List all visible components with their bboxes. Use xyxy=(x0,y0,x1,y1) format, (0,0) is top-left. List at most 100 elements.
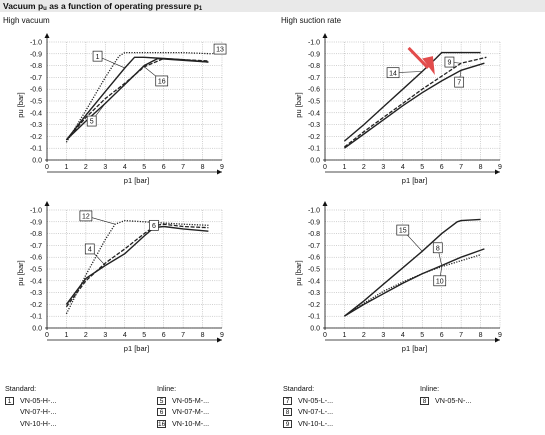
y-tick-label: -0.5 xyxy=(308,99,320,106)
x-tick-label: 9 xyxy=(498,164,502,171)
y-axis-label: pu [bar] xyxy=(16,260,25,285)
callout-label: 16 xyxy=(158,79,166,86)
legend-item: VN-10-H-... xyxy=(5,418,56,430)
x-tick-label: 9 xyxy=(498,332,502,339)
x-label-arrowhead xyxy=(495,169,500,175)
series-line-1 xyxy=(65,56,209,141)
legend-label: VN-10-H-... xyxy=(20,418,57,428)
callout-box xyxy=(155,75,169,87)
y-tick-label: -0.5 xyxy=(30,267,42,274)
title-subscript: u xyxy=(43,6,47,12)
legend-label: VN-10-L-... xyxy=(298,418,334,428)
y-tick-label: -1.0 xyxy=(30,40,42,47)
x-tick-label: 0 xyxy=(323,164,327,171)
legend-label: VN-05-N-... xyxy=(435,395,472,405)
legend-item: 8 VN-05-N-... xyxy=(420,395,471,407)
legend-item: 7 VN-05-L-... xyxy=(283,395,333,407)
callout-box xyxy=(213,43,227,55)
series-line-6 xyxy=(65,223,209,308)
callout-box xyxy=(432,242,443,254)
callout-box xyxy=(149,219,159,231)
legend-label: VN-05-H-... xyxy=(20,395,57,405)
y-tick-label: -0.6 xyxy=(308,255,320,262)
x-tick-label: 6 xyxy=(440,164,444,171)
callout-label: 9 xyxy=(447,60,451,67)
legend-key: 5 xyxy=(157,396,166,405)
highlight-arrow-shaft xyxy=(407,46,430,70)
legend-key: 1 xyxy=(5,396,14,405)
callout-label: 5 xyxy=(90,119,94,126)
legend-item: VN-07-H-... xyxy=(5,407,56,419)
x-tick-label: 9 xyxy=(220,164,224,171)
x-axis-label: p1 [bar] xyxy=(402,344,427,353)
x-tick-label: 3 xyxy=(103,332,107,339)
callout-box xyxy=(454,76,465,88)
y-tick-label: -0.2 xyxy=(30,302,42,309)
x-tick-label: 0 xyxy=(45,332,49,339)
y-axis-arrow xyxy=(322,201,328,206)
y-tick-label: -0.1 xyxy=(30,146,42,153)
x-tick-label: 2 xyxy=(362,332,366,339)
callout-label: 10 xyxy=(436,278,444,285)
series-line-10 xyxy=(344,254,481,317)
x-tick-label: 6 xyxy=(162,164,166,171)
x-tick-label: 2 xyxy=(84,332,88,339)
chart-high-suction-bottom: 0.0 -0.1 -0.2 -0.3 -0.4 -0.5 -0.6 -0.7 -0.8 -0.9 -… xyxy=(294,201,502,353)
y-tick-label: -0.7 xyxy=(30,243,42,250)
series-line-12 xyxy=(65,219,209,315)
legend-item: 16 VN-10-M-... xyxy=(157,418,209,430)
legend-label: VN-05-L-... xyxy=(298,395,334,405)
legend-left-inline: Inline: 5 VN-05-M-... 6 VN-07-M-... 16 VN-1… xyxy=(157,383,209,430)
x-tick-label: 3 xyxy=(381,164,385,171)
x-tick-label: 6 xyxy=(440,332,444,339)
x-label-arrowhead xyxy=(495,337,500,343)
y-tick-label: -0.8 xyxy=(30,231,42,238)
y-tick-label: -0.4 xyxy=(308,110,320,117)
y-tick-label: -0.3 xyxy=(30,122,42,129)
x-tick-label: 2 xyxy=(84,164,88,171)
legend-right-standard: Standard: 7 VN-05-L-... 8 VN-07-L-... 9 VN-… xyxy=(283,383,333,430)
legend-title: Standard: xyxy=(283,384,315,393)
x-tick-label: 7 xyxy=(181,332,185,339)
legend-key: 9 xyxy=(283,419,292,428)
page-title: Vacuum pu as a function of operating pre… xyxy=(0,0,545,12)
series-line-9 xyxy=(343,56,487,148)
callout-label: 1 xyxy=(96,54,100,61)
legend-key: 8 xyxy=(420,396,429,405)
callout-box xyxy=(79,210,93,222)
callout-box xyxy=(396,224,410,236)
legend-right-inline: Inline: 8 VN-05-N-... xyxy=(420,383,471,407)
y-tick-label: 0.0 xyxy=(310,326,320,333)
legend-key: 8 xyxy=(283,408,292,417)
x-axis-label: p1 [bar] xyxy=(124,344,149,353)
y-tick-label: -0.1 xyxy=(308,146,320,153)
y-tick-label: 0.0 xyxy=(32,158,42,165)
title-text-mid: as a function of operating pressure p xyxy=(46,1,199,11)
y-tick-label: -0.3 xyxy=(308,122,320,129)
x-tick-label: 5 xyxy=(420,332,424,339)
legend-item: 5 VN-05-M-... xyxy=(157,395,209,407)
y-tick-label: -1.0 xyxy=(308,40,320,47)
y-tick-label: -1.0 xyxy=(30,208,42,215)
heading-high-vacuum: High vacuum xyxy=(3,16,50,25)
legend-left-standard: Standard: 1 VN-05-H-... VN-07-H-... VN-10… xyxy=(5,383,56,430)
x-tick-label: 0 xyxy=(45,164,49,171)
y-tick-label: -0.7 xyxy=(308,243,320,250)
y-tick-label: -0.5 xyxy=(30,99,42,106)
series-line-16 xyxy=(65,57,209,141)
y-tick-label: -0.9 xyxy=(308,219,320,226)
legend-label: VN-10-M-... xyxy=(172,418,210,428)
callout-box xyxy=(86,115,97,127)
x-tick-label: 4 xyxy=(123,332,127,339)
x-tick-label: 2 xyxy=(362,164,366,171)
x-axis-label: p1 [bar] xyxy=(124,176,149,185)
y-axis-arrow xyxy=(44,33,50,38)
legend-label: VN-07-M-... xyxy=(172,407,210,416)
highlight-arrow-head xyxy=(422,56,435,76)
callout-label: 6 xyxy=(152,223,156,230)
series-line-15 xyxy=(343,218,481,317)
y-tick-label: -0.9 xyxy=(308,51,320,58)
y-tick-label: -0.3 xyxy=(30,290,42,297)
callout-label: 12 xyxy=(82,214,90,221)
x-label-arrowhead xyxy=(217,169,222,175)
